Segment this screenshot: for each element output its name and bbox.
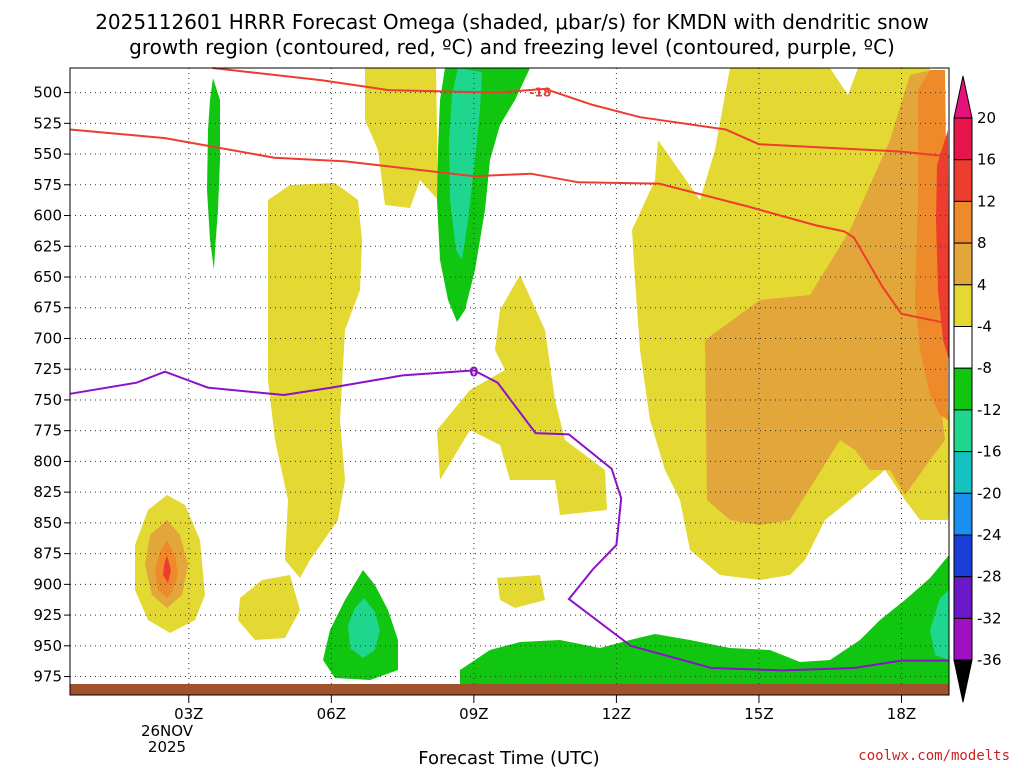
y-tick-label: 925 [33, 606, 62, 624]
colorbar-label: -32 [977, 609, 1002, 627]
y-tick-label: 600 [33, 207, 62, 225]
y-tick-label: 725 [33, 360, 62, 378]
omega-shading [135, 68, 949, 690]
y-tick-label: 650 [33, 268, 62, 286]
colorbar-segment [953, 200, 973, 244]
colorbar-label: 4 [977, 276, 987, 294]
y-tick-label: 975 [33, 668, 62, 686]
chart-title-line2: growth region (contoured, red, ºC) and f… [129, 35, 895, 59]
y-tick-label: 575 [33, 176, 62, 194]
colorbar-label: -24 [977, 526, 1002, 544]
colorbar-segment [953, 451, 973, 494]
date-label-line1: 26NOV [141, 722, 194, 740]
contours: -18 0 [69, 67, 950, 672]
freezing-level-contour [69, 369, 949, 672]
y-tick-label: 625 [33, 237, 62, 255]
x-tick-label: 03Z [174, 705, 203, 723]
colorbar-segment [953, 534, 973, 578]
omega-region-yellow [238, 575, 300, 640]
omega-region-orange [705, 70, 945, 525]
y-tick-label: 500 [33, 84, 62, 102]
colorbar-label: -36 [977, 651, 1002, 669]
y-tick-label: 825 [33, 483, 62, 501]
credit-text: coolwx.com/modelts [858, 748, 1010, 764]
plot-border [69, 67, 950, 696]
colorbar-segment [953, 367, 973, 411]
y-tick-label: 775 [33, 422, 62, 440]
y-tick-label: 700 [33, 329, 62, 347]
colorbar-segment [953, 492, 973, 536]
omega-region-teal [449, 68, 482, 260]
y-tick-label: 750 [33, 391, 62, 409]
colorbar-label: -28 [977, 568, 1002, 586]
colorbar-segment [953, 576, 973, 619]
omega-region-red [936, 130, 949, 360]
y-tick-label: 875 [33, 545, 62, 563]
x-tick-label: 09Z [459, 705, 488, 723]
x-tick-label: 06Z [317, 705, 346, 723]
x-tick-label: 18Z [887, 705, 916, 723]
colorbar-label: -4 [977, 318, 992, 336]
colorbar-segment [953, 409, 973, 453]
colorbar-label: 16 [977, 151, 996, 169]
omega-region-yellow [437, 275, 607, 515]
colorbar-label: 8 [977, 234, 987, 252]
omega-region-teal [930, 590, 949, 660]
ground-band [70, 684, 949, 695]
colorbar-label: 12 [977, 192, 996, 210]
colorbar-label: -12 [977, 401, 1002, 419]
colorbar-segment [953, 159, 973, 202]
freezing-level-label: 0 [469, 366, 478, 381]
y-tick-label: 850 [33, 514, 62, 532]
y-tick-label: 900 [33, 575, 62, 593]
omega-region-green [460, 555, 949, 690]
plot-area: -18 0 [69, 67, 950, 696]
dgz-contour-lower [69, 128, 950, 325]
y-axis: 500 525 550 575 600 625 650 675 700 725 750 775 800 8… [33, 84, 70, 686]
x-axis: 03Z 06Z 09Z 12Z 15Z 18Z [174, 695, 916, 723]
colorbar-label: -20 [977, 484, 1002, 502]
colorbar: 20 16 12 8 4 -4 -8 -12 -16 -20 -24 -28 -32 -36 [953, 75, 1002, 703]
colorbar-top-arrow [953, 75, 973, 119]
colorbar-label: -16 [977, 443, 1002, 461]
omega-region-yellow [365, 68, 438, 208]
date-label-line2: 2025 [148, 738, 186, 756]
omega-region-yellow [497, 575, 545, 608]
dgz-contour-label: -18 [530, 86, 552, 100]
omega-region-green [207, 78, 220, 270]
colorbar-segment [953, 242, 973, 286]
x-tick-label: 12Z [602, 705, 631, 723]
colorbar-segment [953, 326, 973, 369]
y-tick-label: 800 [33, 452, 62, 470]
x-tick-label: 15Z [744, 705, 773, 723]
y-tick-label: 950 [33, 637, 62, 655]
y-tick-label: 675 [33, 299, 62, 317]
x-axis-label: Forecast Time (UTC) [418, 748, 599, 768]
y-tick-label: 550 [33, 145, 62, 163]
y-tick-label: 525 [33, 114, 62, 132]
chart-title-line1: 2025112601 HRRR Forecast Omega (shaded, … [95, 10, 929, 34]
colorbar-label: -8 [977, 359, 992, 377]
colorbar-label: 20 [977, 109, 996, 127]
colorbar-segment [953, 617, 973, 661]
colorbar-bottom-arrow [953, 659, 973, 703]
colorbar-segment [953, 284, 973, 327]
omega-region-red [163, 555, 171, 583]
colorbar-segment [953, 117, 973, 161]
omega-region-teal [348, 598, 380, 658]
dgz-contour-upper [212, 67, 950, 158]
omega-region-yellow [268, 183, 362, 578]
